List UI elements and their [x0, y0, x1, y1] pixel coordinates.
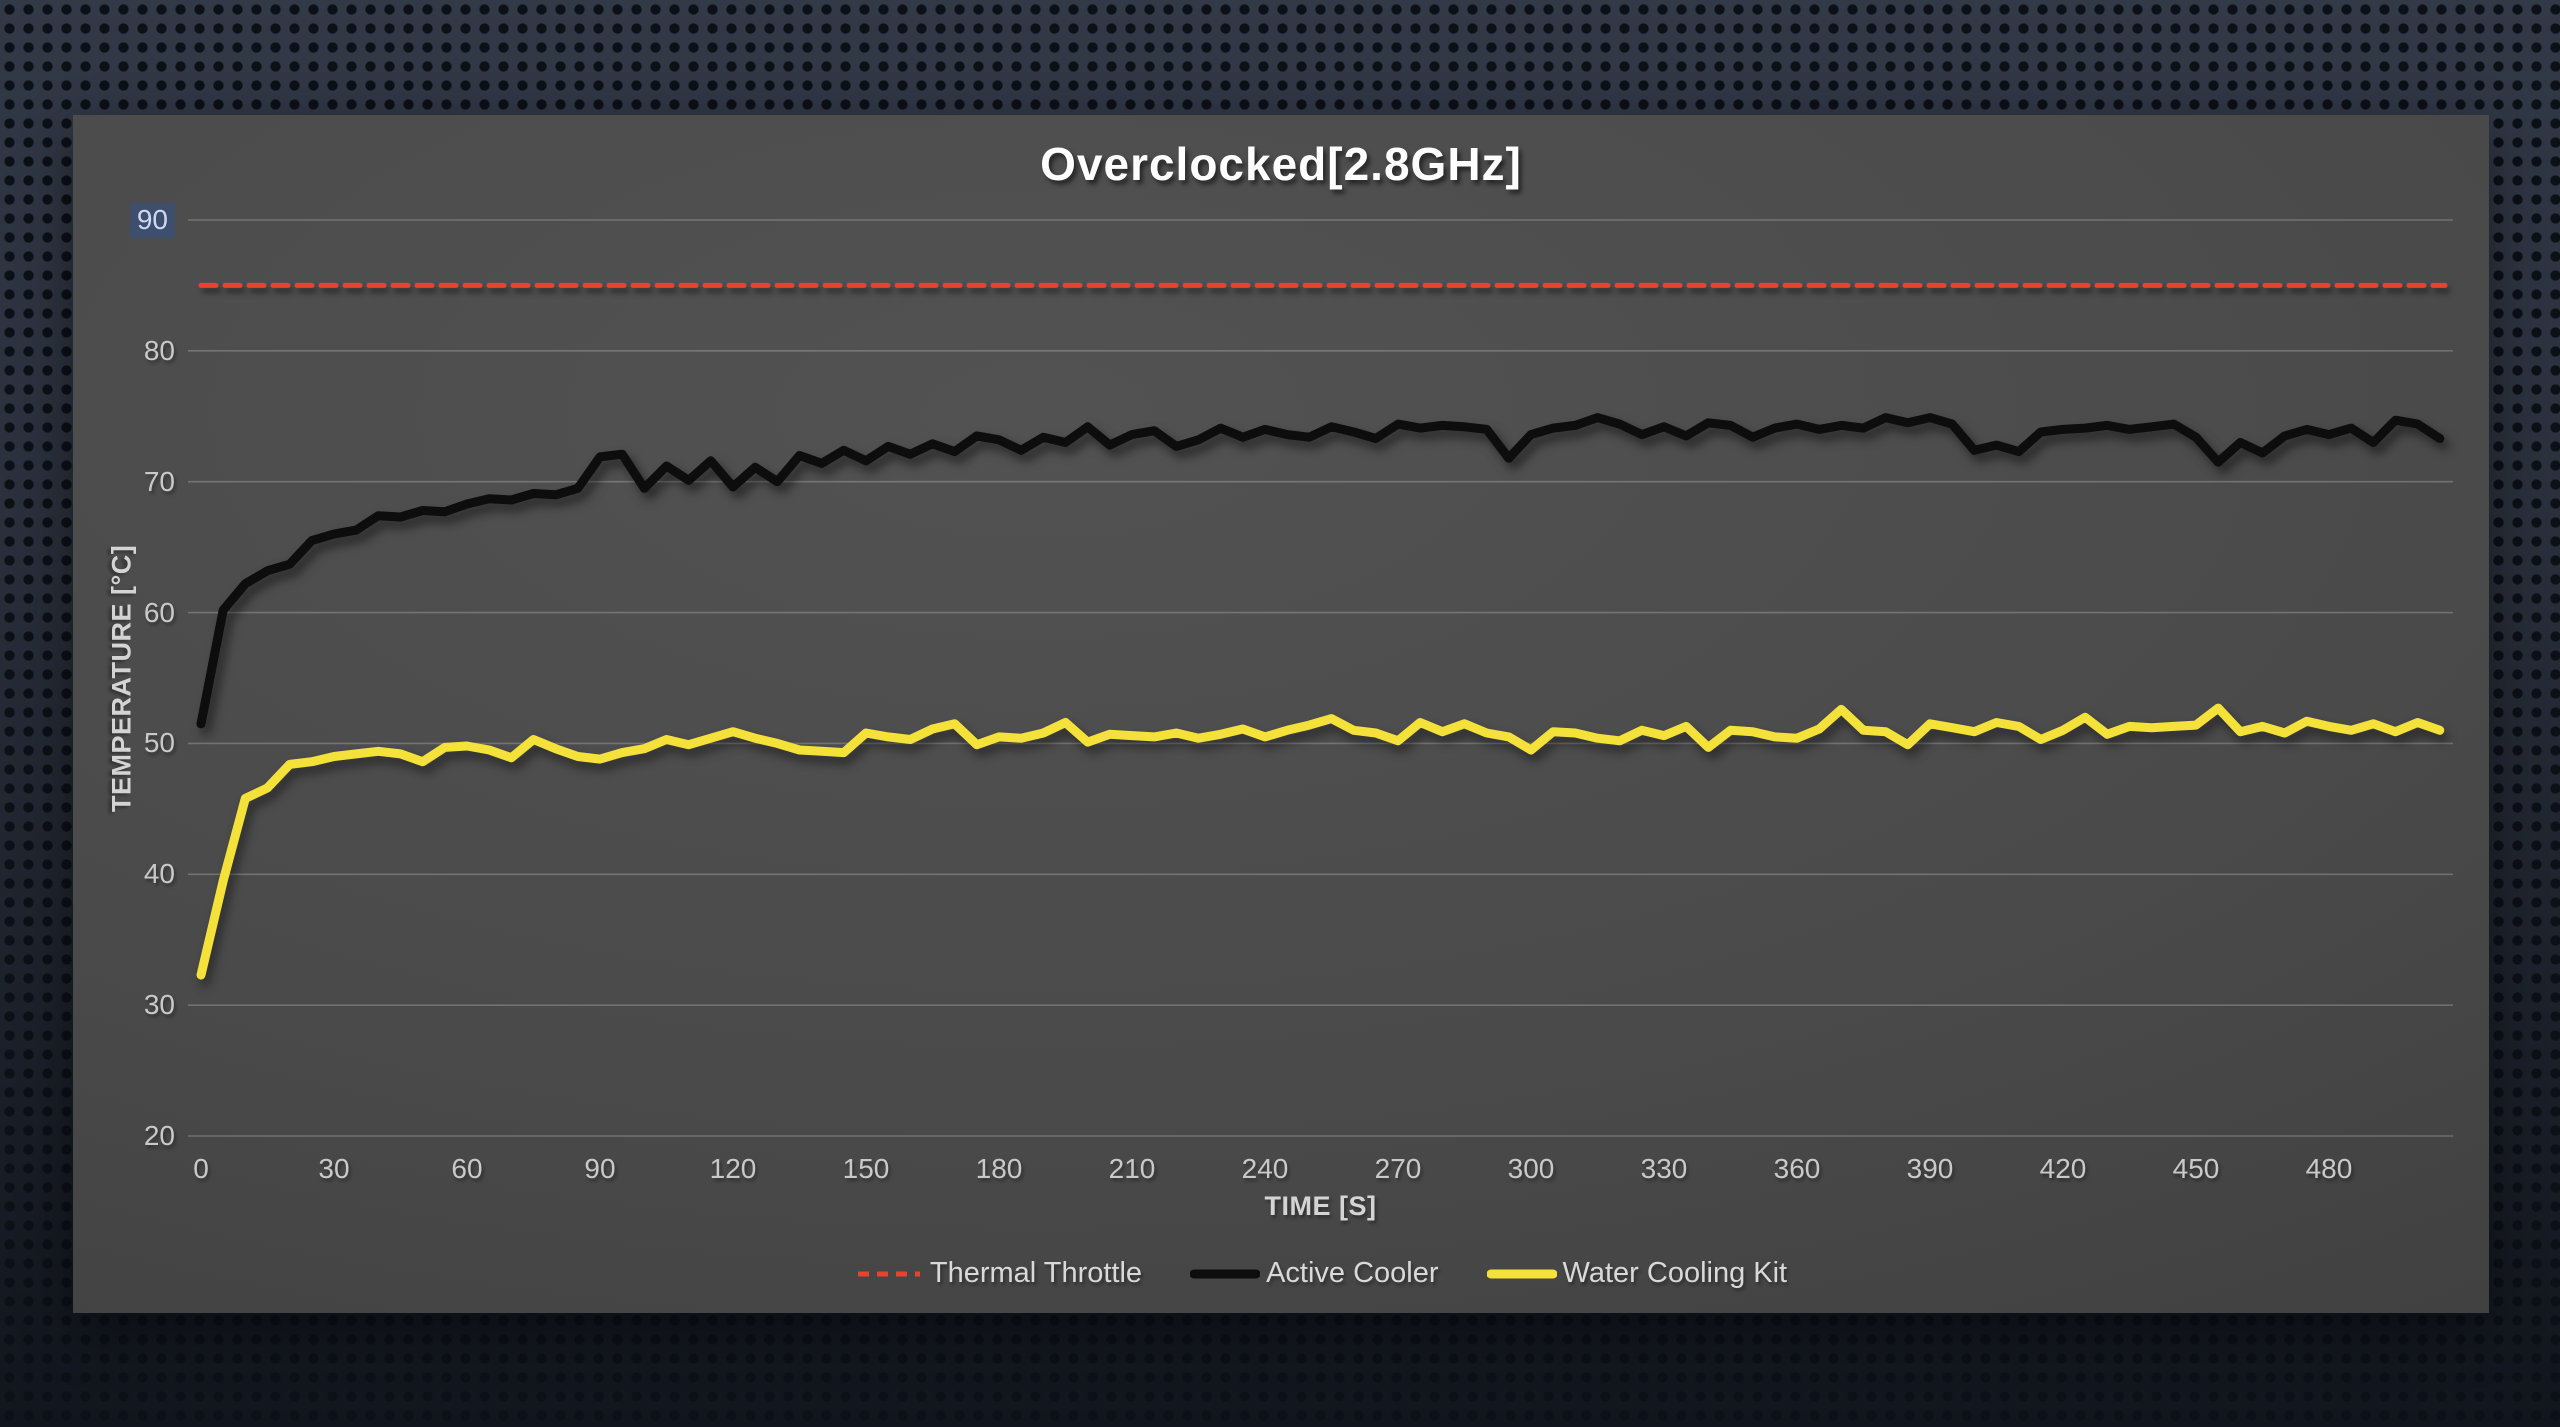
x-axis-title[interactable]: TIME [S]	[1264, 1191, 1377, 1221]
legend-label-active-cooler: Active Cooler	[1266, 1257, 1439, 1289]
x-tick-label-240[interactable]: 240	[1241, 1153, 1289, 1184]
x-tick-label-270[interactable]: 270	[1374, 1153, 1422, 1184]
x-tick-label-300[interactable]: 300	[1507, 1153, 1555, 1184]
x-tick-label-420[interactable]: 420	[2039, 1153, 2087, 1184]
x-tick-label-360[interactable]: 360	[1773, 1153, 1821, 1184]
x-tick-label-0[interactable]: 0	[193, 1153, 209, 1184]
legend-item-thermal-throttle[interactable]: Thermal Throttle	[854, 1257, 1142, 1290]
series-lines	[196, 282, 2448, 980]
chart-legend[interactable]: Thermal Throttle Active Cooler Water Cooli…	[188, 1257, 2453, 1290]
y-tick-label-70[interactable]: 70	[143, 465, 175, 497]
legend-swatch-active-cooler	[1190, 1269, 1261, 1278]
x-tick-label-390[interactable]: 390	[1906, 1153, 1954, 1184]
x-tick-label-330[interactable]: 330	[1640, 1153, 1688, 1184]
legend-swatch-water-cooling-kit	[1486, 1269, 1557, 1278]
x-tick-label-450[interactable]: 450	[2172, 1153, 2220, 1184]
chart-panel: Overclocked[2.8GHz] TEMPERATURE [°C] TIM…	[73, 115, 2489, 1313]
x-tick-label-210[interactable]: 210	[1108, 1153, 1156, 1184]
series-line-water-cooling-kit[interactable]	[196, 703, 2445, 980]
y-tick-label-40[interactable]: 40	[143, 858, 175, 890]
legend-label-thermal-throttle: Thermal Throttle	[929, 1257, 1143, 1289]
y-tick-label-20[interactable]: 20	[143, 1120, 175, 1151]
legend-label-water-cooling-kit: Water Cooling Kit	[1562, 1257, 1788, 1289]
y-tick-label-60[interactable]: 60	[143, 596, 175, 628]
chart-title[interactable]: Overclocked[2.8GHz]	[1040, 138, 1522, 190]
x-tick-label-120[interactable]: 120	[709, 1153, 757, 1184]
y-tick-label-90[interactable]: 90	[79, 203, 175, 238]
plot-area	[188, 219, 2453, 1137]
y-tick-label-50[interactable]: 50	[143, 727, 175, 759]
x-tick-label-60[interactable]: 60	[451, 1153, 483, 1184]
x-tick-label-30[interactable]: 30	[318, 1153, 350, 1184]
legend-item-active-cooler[interactable]: Active Cooler	[1190, 1257, 1439, 1290]
selected-y-tick-highlight[interactable]: 90	[129, 203, 175, 238]
gridlines	[188, 219, 2453, 1137]
x-tick-label-480[interactable]: 480	[2305, 1153, 2353, 1184]
legend-swatch-thermal-throttle	[857, 1271, 920, 1276]
x-tick-label-90[interactable]: 90	[584, 1153, 616, 1184]
series-line-active-cooler[interactable]	[196, 413, 2445, 729]
legend-item-water-cooling-kit[interactable]: Water Cooling Kit	[1486, 1257, 1788, 1290]
x-tick-label-150[interactable]: 150	[842, 1153, 890, 1184]
x-tick-label-180[interactable]: 180	[975, 1153, 1023, 1184]
y-tick-label-80[interactable]: 80	[143, 334, 175, 366]
y-tick-label-30[interactable]: 30	[143, 989, 175, 1021]
